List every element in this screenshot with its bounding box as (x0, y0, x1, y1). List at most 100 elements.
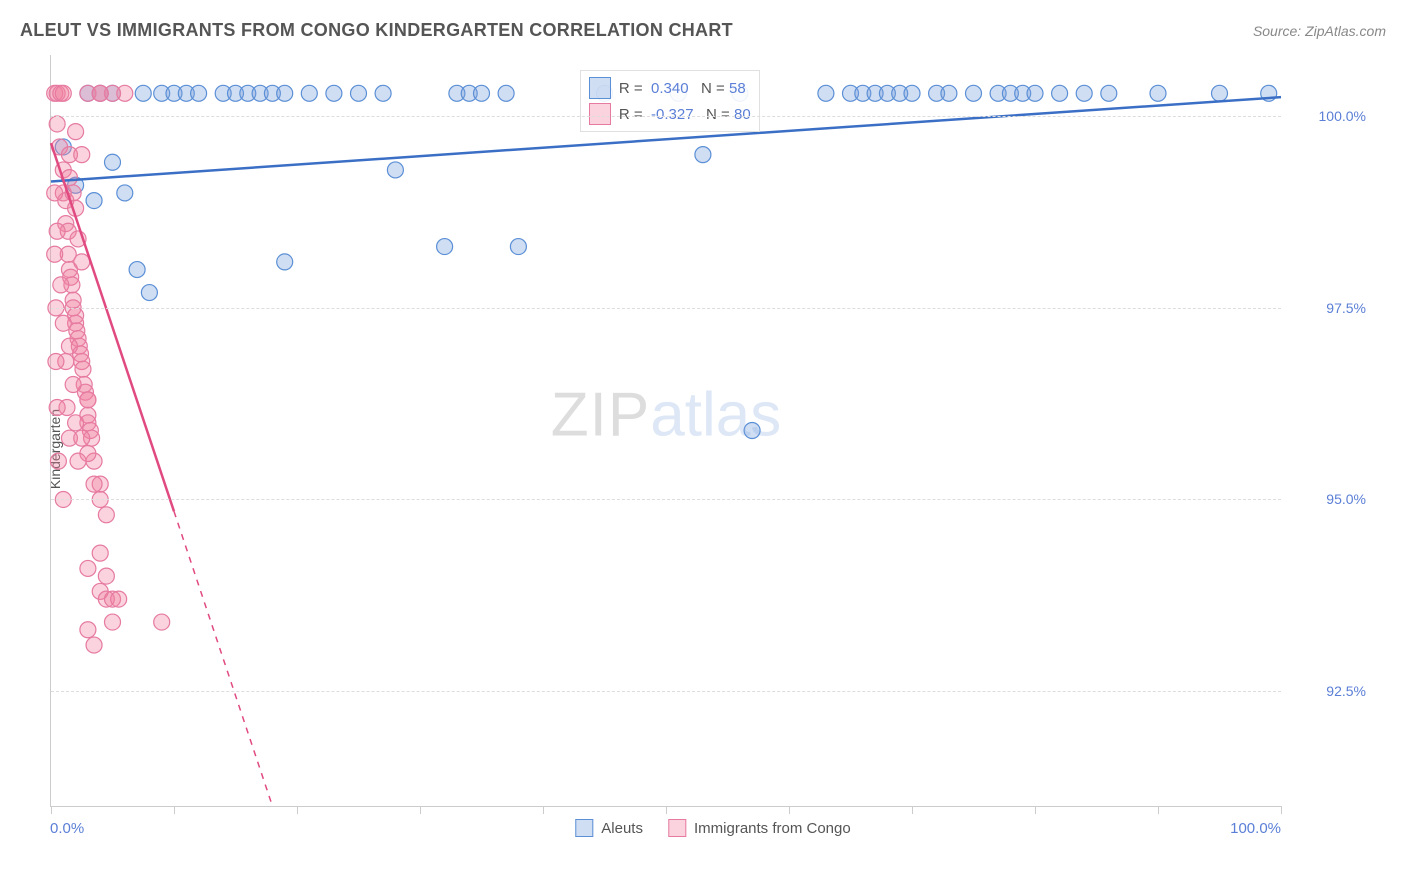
data-point (498, 85, 514, 101)
data-point (55, 315, 71, 331)
legend-swatch-icon (575, 819, 593, 837)
data-point (86, 637, 102, 653)
data-point (135, 85, 151, 101)
data-point (80, 392, 96, 408)
data-point (191, 85, 207, 101)
data-point (1150, 85, 1166, 101)
plot-area: ZIPatlas R = 0.340 N = 58R = -0.327 N = … (50, 55, 1281, 807)
data-point (941, 85, 957, 101)
data-point (50, 453, 66, 469)
data-point (86, 476, 102, 492)
legend-item: Aleuts (575, 819, 643, 837)
data-point (49, 223, 65, 239)
data-point (55, 85, 71, 101)
data-point (68, 415, 84, 431)
stats-row: R = -0.327 N = 80 (589, 101, 751, 127)
data-point (74, 147, 90, 163)
data-point (695, 147, 711, 163)
data-point (70, 453, 86, 469)
source-label: Source: ZipAtlas.com (1253, 23, 1386, 39)
data-point (326, 85, 342, 101)
data-point (277, 254, 293, 270)
data-point (74, 430, 90, 446)
stats-legend-box: R = 0.340 N = 58 R = -0.327 N = 80 (580, 70, 760, 132)
gridline (51, 308, 1281, 309)
data-point (154, 614, 170, 630)
data-point (61, 338, 77, 354)
data-point (474, 85, 490, 101)
trend-line-dashed (174, 511, 272, 806)
data-point (65, 377, 81, 393)
x-tick (543, 806, 544, 814)
legend-swatch-icon (589, 77, 611, 99)
data-point (1027, 85, 1043, 101)
data-point (80, 622, 96, 638)
x-axis-min-label: 0.0% (50, 820, 84, 837)
x-tick (420, 806, 421, 814)
data-point (1101, 85, 1117, 101)
data-point (49, 116, 65, 132)
data-point (818, 85, 834, 101)
x-tick (912, 806, 913, 814)
data-point (510, 239, 526, 255)
gridline (51, 116, 1281, 117)
x-axis-max-label: 100.0% (1230, 820, 1281, 837)
y-tick-label: 95.0% (1326, 491, 1366, 507)
x-tick (51, 806, 52, 814)
data-point (966, 85, 982, 101)
data-point (68, 124, 84, 140)
data-point (105, 614, 121, 630)
gridline (51, 691, 1281, 692)
data-point (74, 254, 90, 270)
data-point (904, 85, 920, 101)
x-tick (666, 806, 667, 814)
data-point (98, 568, 114, 584)
legend-label: Immigrants from Congo (694, 820, 851, 837)
y-tick-label: 92.5% (1326, 683, 1366, 699)
chart-title: ALEUT VS IMMIGRANTS FROM CONGO KINDERGAR… (20, 20, 733, 41)
data-point (92, 545, 108, 561)
data-point (744, 423, 760, 439)
stats-row: R = 0.340 N = 58 (589, 75, 751, 101)
data-point (141, 285, 157, 301)
data-point (117, 185, 133, 201)
data-point (111, 591, 127, 607)
data-point (105, 154, 121, 170)
data-point (80, 560, 96, 576)
y-tick-label: 100.0% (1319, 108, 1366, 124)
data-point (375, 85, 391, 101)
plot-svg (51, 55, 1281, 806)
data-point (86, 193, 102, 209)
data-point (387, 162, 403, 178)
data-point (47, 185, 63, 201)
x-tick (1158, 806, 1159, 814)
data-point (49, 400, 65, 416)
data-point (277, 85, 293, 101)
x-tick (174, 806, 175, 814)
data-point (1076, 85, 1092, 101)
x-tick (789, 806, 790, 814)
data-point (98, 507, 114, 523)
chart-container: Kindergarten ZIPatlas R = 0.340 N = 58R … (50, 55, 1376, 842)
data-point (351, 85, 367, 101)
data-point (1212, 85, 1228, 101)
legend-swatch-icon (589, 103, 611, 125)
legend-label: Aleuts (601, 820, 643, 837)
legend-swatch-icon (668, 819, 686, 837)
data-point (92, 85, 108, 101)
data-point (53, 277, 69, 293)
y-tick-label: 97.5% (1326, 300, 1366, 316)
data-point (1052, 85, 1068, 101)
gridline (51, 499, 1281, 500)
data-point (48, 354, 64, 370)
data-point (129, 262, 145, 278)
data-point (301, 85, 317, 101)
x-tick (1281, 806, 1282, 814)
bottom-legend: Aleuts Immigrants from Congo (575, 819, 850, 837)
stats-text: R = -0.327 N = 80 (619, 106, 751, 123)
x-tick (297, 806, 298, 814)
data-point (47, 246, 63, 262)
data-point (437, 239, 453, 255)
x-tick (1035, 806, 1036, 814)
data-point (117, 85, 133, 101)
